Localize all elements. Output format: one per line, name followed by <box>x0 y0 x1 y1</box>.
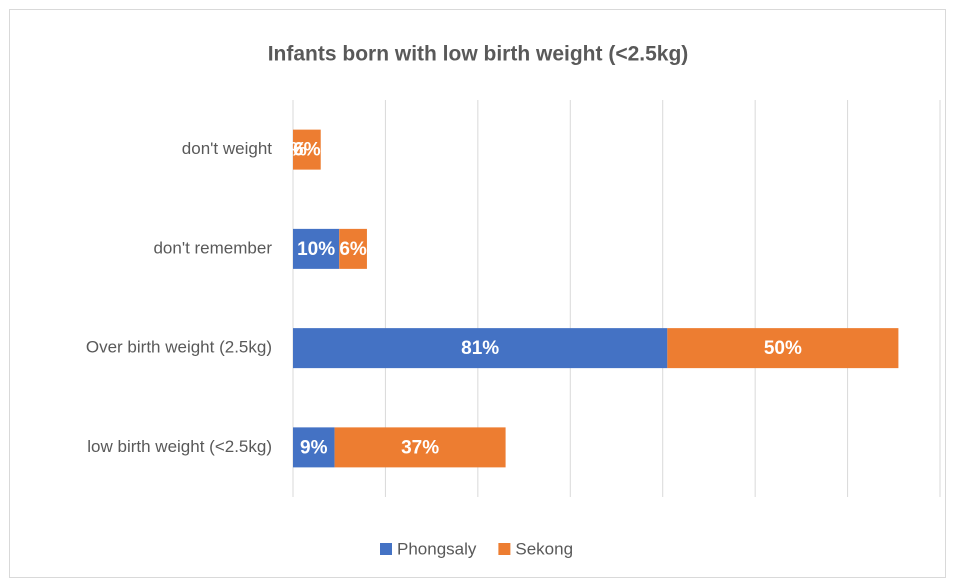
bar-segment <box>293 328 668 369</box>
bar-segment <box>334 427 506 468</box>
category-label: don't remember <box>153 238 272 257</box>
category-label: don't weight <box>182 139 272 158</box>
bar-segment <box>293 129 321 170</box>
data-label: 6% <box>293 140 321 161</box>
legend-swatch <box>380 543 392 555</box>
data-label: 81% <box>461 338 499 359</box>
data-label: 0% <box>279 140 307 161</box>
data-label: 37% <box>401 437 439 458</box>
bar-segment <box>667 328 899 369</box>
legend-label: Phongsaly <box>397 539 477 558</box>
data-label: 9% <box>300 437 328 458</box>
data-label: 10% <box>297 239 335 260</box>
category-label: low birth weight (<2.5kg) <box>87 437 272 456</box>
bar-segment <box>293 228 340 269</box>
legend-swatch <box>498 543 511 555</box>
data-label: 50% <box>764 338 802 359</box>
bar-segment <box>293 427 335 468</box>
bar-segment <box>339 228 367 269</box>
category-label: Over birth weight (2.5kg) <box>86 338 272 357</box>
legend-label: Sekong <box>515 539 573 558</box>
data-label: 6% <box>339 239 367 260</box>
chart-title: Infants born with low birth weight (<2.5… <box>268 43 689 66</box>
